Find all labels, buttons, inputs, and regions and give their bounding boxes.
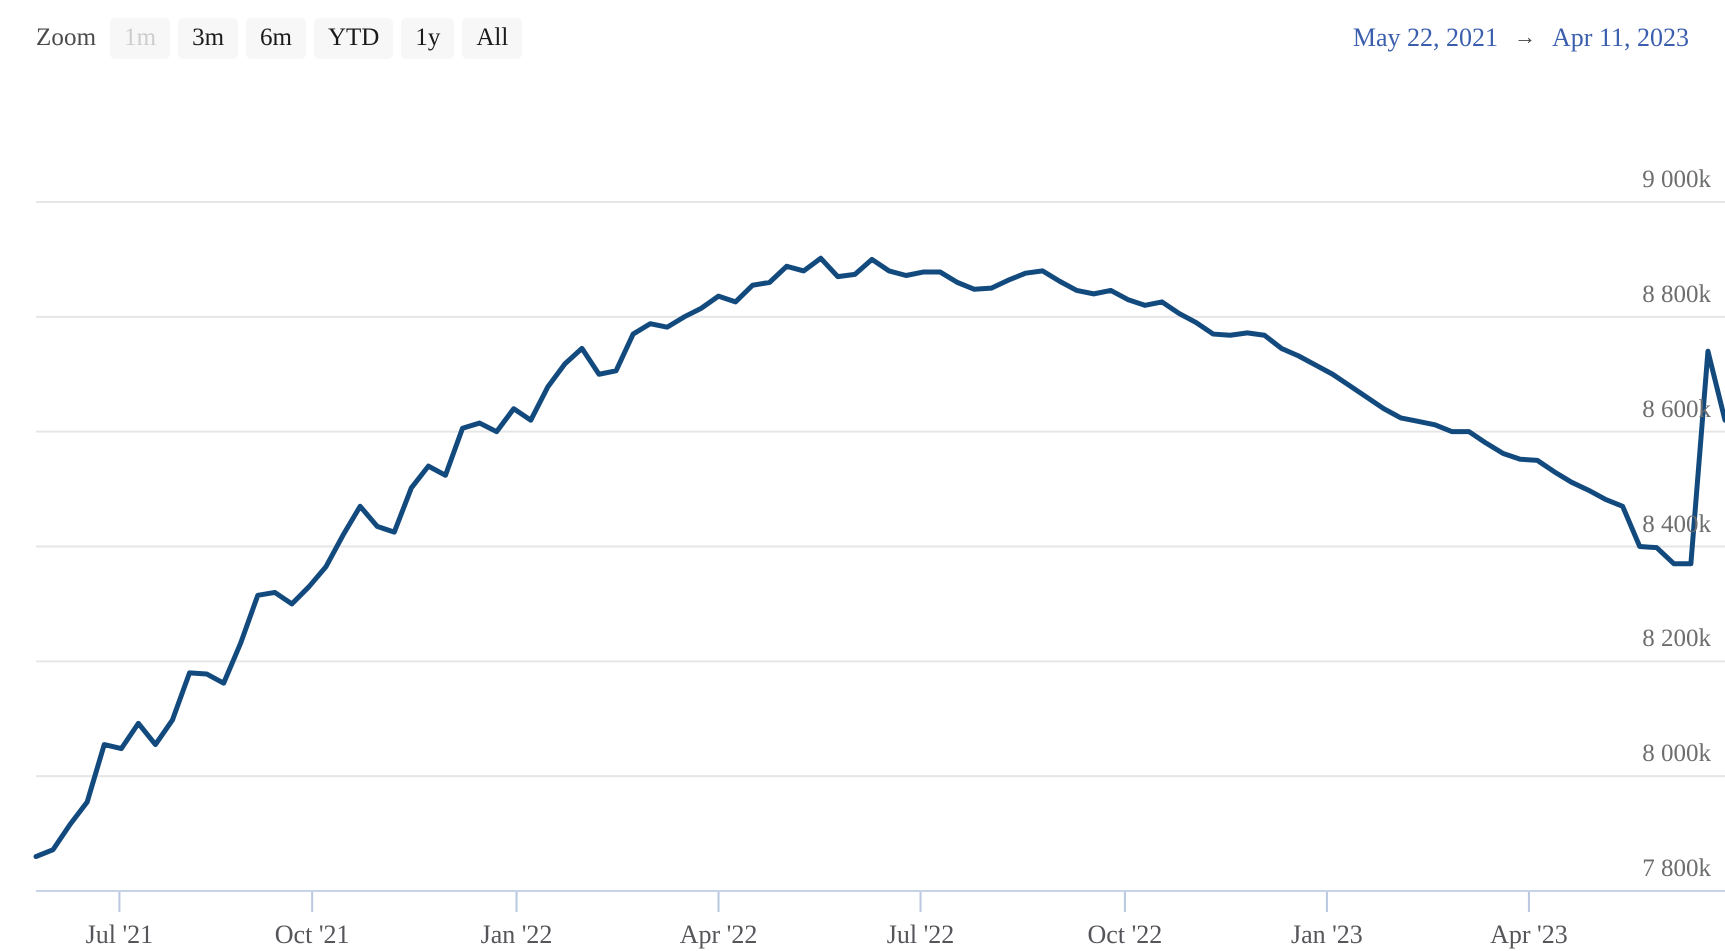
zoom-label: Zoom	[36, 24, 97, 51]
zoom-button-6m[interactable]: 6m	[246, 17, 306, 59]
gridlines	[36, 201, 1725, 778]
zoom-button-1y[interactable]: 1y	[401, 17, 455, 59]
range-arrow-icon: →	[1514, 24, 1537, 49]
series-line	[33, 255, 1725, 860]
date-range: May 22, 2021 → Apr 11, 2023	[1353, 23, 1689, 53]
range-start-date[interactable]: May 22, 2021	[1352, 23, 1499, 52]
zoom-button-group: Zoom 1m 3m 6m YTD 1y All	[36, 17, 523, 59]
zoom-button-all[interactable]: All	[462, 17, 523, 59]
range-selector-bar: Zoom 1m 3m 6m YTD 1y All May 22, 2021 → …	[0, 0, 1725, 76]
zoom-button-ytd[interactable]: YTD	[313, 17, 394, 59]
x-axis-ticks	[118, 891, 1530, 912]
zoom-button-3m[interactable]: 3m	[178, 17, 239, 59]
range-end-date[interactable]: Apr 11, 2023	[1552, 23, 1689, 52]
zoom-button-1m[interactable]: 1m	[110, 17, 171, 59]
